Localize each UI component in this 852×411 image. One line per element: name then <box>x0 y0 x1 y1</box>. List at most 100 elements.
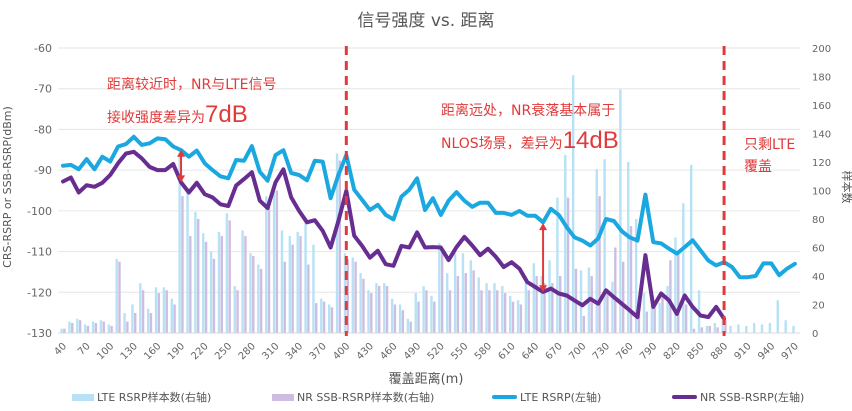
x-axis-label: 覆盖距离(m) <box>388 372 464 387</box>
legend-item-nr-rsrp: NR SSB-RSRP(左轴) <box>672 389 804 405</box>
bar-nr-count <box>488 290 491 333</box>
x-tick-label: 640 <box>520 341 541 362</box>
bar-nr-count <box>590 276 593 333</box>
bar-nr-count <box>378 285 381 333</box>
bar-nr-count <box>338 160 342 333</box>
line-lte-rsrp <box>61 134 797 280</box>
bar-nr-count <box>126 321 129 333</box>
legend-swatch <box>672 395 697 399</box>
y-right-tick-label: 0 <box>812 329 818 340</box>
bar-lte-count <box>76 318 79 333</box>
bar-lte-count <box>320 298 323 333</box>
bar-lte-count <box>115 258 118 333</box>
legend-label: NR SSB-RSRP样本数(右轴) <box>297 391 435 404</box>
bar-nr-count <box>629 226 633 333</box>
bar-nr-count <box>472 270 475 333</box>
bar-nr-count <box>621 261 625 333</box>
x-tick-label: 40 <box>52 341 69 358</box>
bar-nr-count <box>220 236 223 333</box>
bar-lte-count <box>414 293 417 333</box>
bar-nr-count <box>511 301 515 333</box>
bar-lte-count <box>91 321 95 333</box>
chart-title: 信号强度 vs. 距离 <box>357 11 495 31</box>
bar-nr-count <box>519 304 523 333</box>
bar-nr-count <box>102 321 105 333</box>
bar-nr-count <box>535 276 538 333</box>
bar-lte-count <box>619 89 622 333</box>
bar-lte-count <box>233 285 236 333</box>
bar-lte-count <box>131 304 134 333</box>
annotation-far-line2: NLOS场景，差异为 <box>441 136 563 152</box>
annotation-lte-only-line1: 只剩LTE <box>744 137 796 153</box>
bar-nr-count <box>71 323 74 333</box>
bar-lte-count <box>611 281 614 333</box>
bar-nr-count <box>196 219 200 333</box>
bar-lte-count <box>548 260 551 333</box>
bar-lte-count <box>595 169 598 333</box>
y-right-tick-label: 140 <box>812 130 831 141</box>
x-tick-label: 130 <box>119 341 140 362</box>
bar-nr-count <box>228 220 231 333</box>
bar-nr-count <box>464 273 467 333</box>
bar-nr-count <box>409 321 412 333</box>
bar-nr-count <box>236 290 239 333</box>
legend-item-lte-rsrp: LTE RSRP(左轴) <box>492 389 601 405</box>
x-tick-label: 580 <box>473 341 494 362</box>
bar-lte-count <box>658 303 661 333</box>
bar-lte-count <box>359 273 362 333</box>
bar-nr-count <box>700 327 704 333</box>
annotation-near: 距离较近时，NR与LTE信号 接收强度差异为7dB <box>107 70 276 133</box>
x-tick-label: 310 <box>260 341 281 362</box>
bar-lte-count <box>461 253 465 333</box>
bar-lte-count <box>713 323 717 333</box>
x-tick-label: 220 <box>190 341 211 362</box>
bar-nr-count <box>385 285 389 333</box>
x-tick-label: 160 <box>142 341 163 362</box>
bar-lte-count <box>217 231 221 333</box>
bar-nr-count <box>63 328 66 333</box>
y-right-tick-label: 80 <box>812 215 825 226</box>
bar-lte-count <box>634 219 638 333</box>
bar-nr-count <box>440 250 444 333</box>
x-tick-label: 100 <box>95 341 116 362</box>
bar-nr-count <box>669 260 672 333</box>
bar-nr-count <box>637 304 641 333</box>
bar-lte-count <box>186 187 189 333</box>
bar-nr-count <box>559 276 562 333</box>
y-left-tick-label: -130 <box>27 327 52 340</box>
x-tick-label: 520 <box>426 341 447 362</box>
annotation-near-line1: 距离较近时，NR与LTE信号 <box>107 77 277 93</box>
bar-nr-count <box>401 310 405 333</box>
bar-lte-count <box>335 153 339 333</box>
bar-nr-count <box>708 325 711 333</box>
arrow-head-down <box>539 285 548 293</box>
x-tick-label: 910 <box>733 341 754 362</box>
bar-lte-count <box>375 283 378 333</box>
bar-nr-count <box>692 328 696 333</box>
bar-nr-count <box>543 283 546 333</box>
bar-nr-count <box>448 290 452 333</box>
bar-nr-count <box>173 304 176 333</box>
x-tick-label: 250 <box>213 341 234 362</box>
bar-lte-count <box>446 273 449 333</box>
bar-lte-count <box>68 321 71 333</box>
bar-nr-count <box>94 323 98 333</box>
y-left-tick-label: -60 <box>34 42 52 55</box>
bar-lte-count <box>485 283 488 333</box>
x-tick-label: 460 <box>378 341 399 362</box>
bar-lte-count <box>524 280 528 333</box>
bar-nr-count <box>393 304 397 333</box>
bar-lte-count <box>351 257 354 333</box>
x-tick-label: 850 <box>685 341 706 362</box>
y-right-tick-label: 40 <box>812 272 825 283</box>
bar-nr-count <box>157 293 161 333</box>
bar-lte-count <box>721 320 724 333</box>
bar-lte-count <box>760 324 764 333</box>
bar-nr-count <box>259 268 263 333</box>
annotation-near-line2: 接收强度差异为 <box>107 110 205 126</box>
arrow-head-up <box>177 149 186 157</box>
arrow-head-down <box>177 175 186 183</box>
bar-lte-count <box>556 197 559 333</box>
bar-lte-count <box>209 251 213 333</box>
